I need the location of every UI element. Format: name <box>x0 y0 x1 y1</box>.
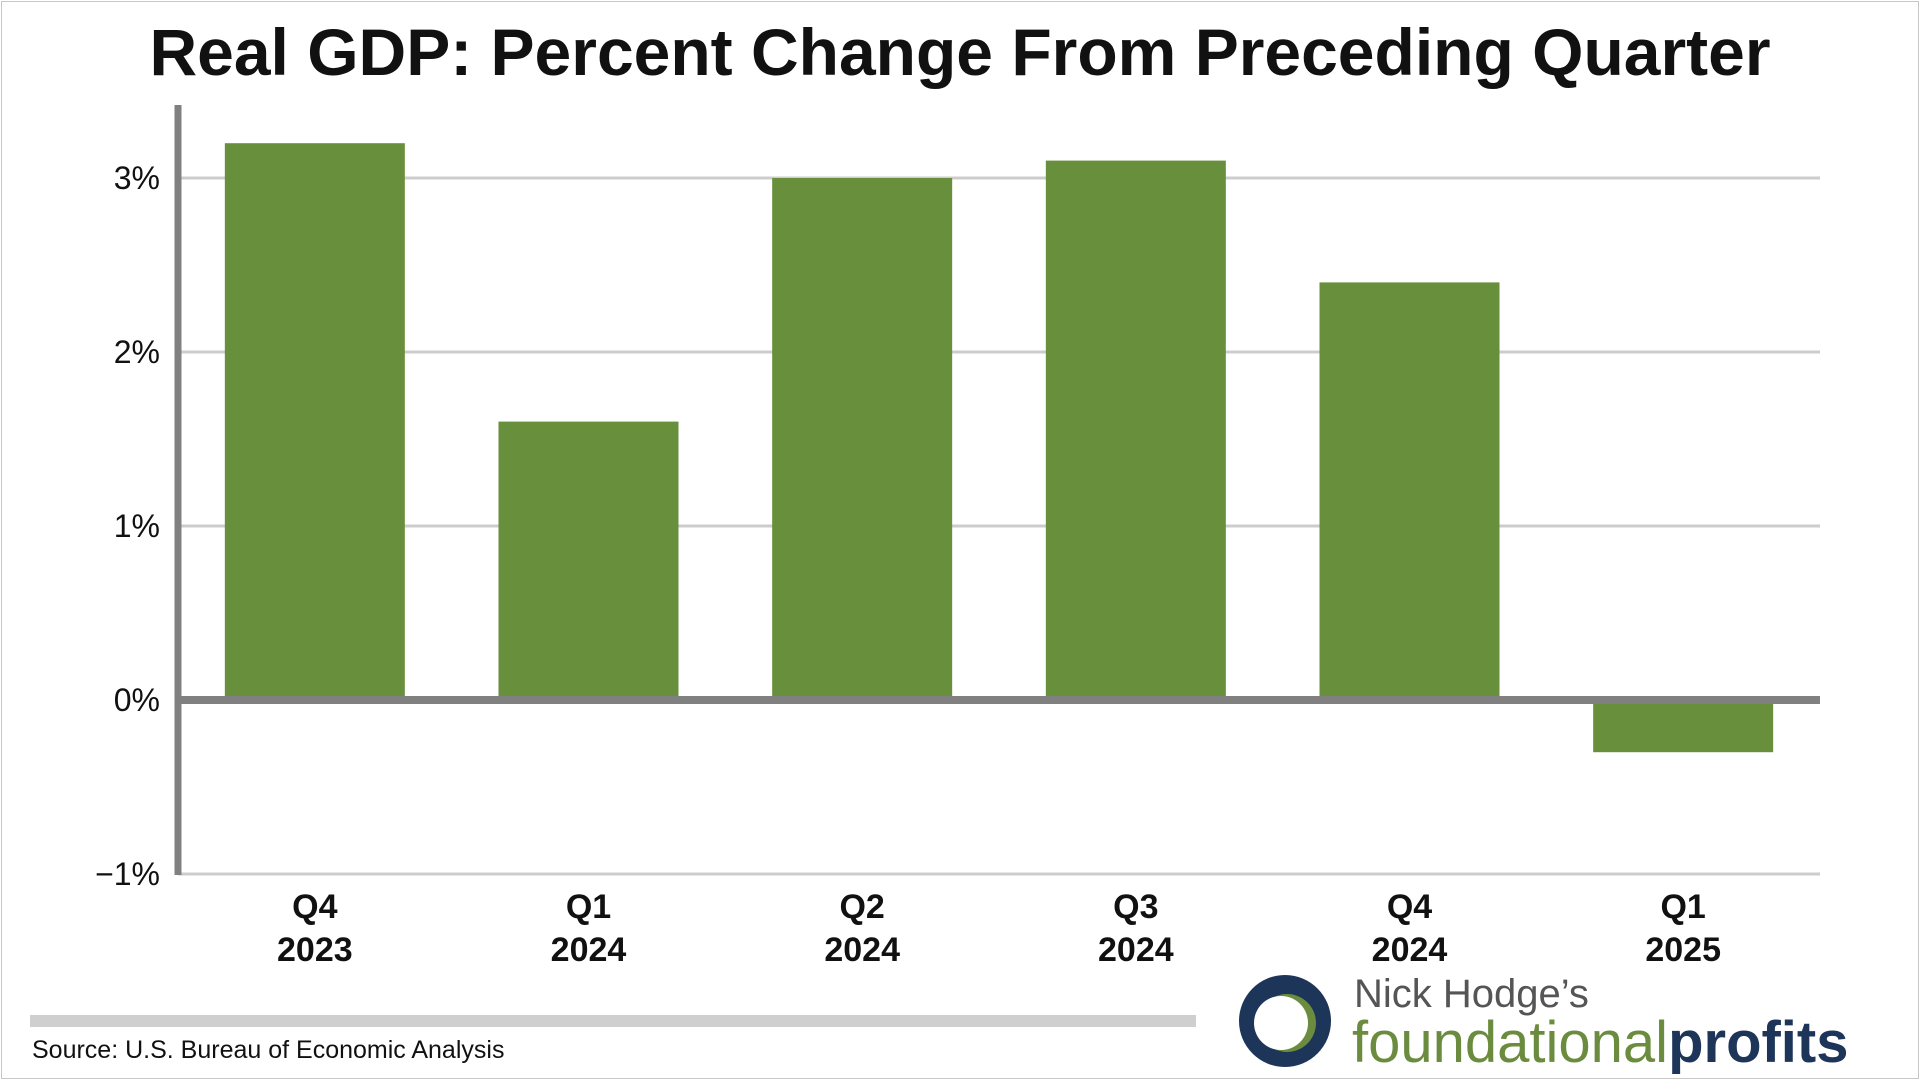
bar <box>772 178 953 696</box>
logo-wordmark: foundationalprofits <box>1352 1014 1849 1072</box>
crescent-logo-icon <box>1239 975 1331 1067</box>
logo-word-foundational: foundational <box>1352 1010 1669 1075</box>
x-tick-label-year: 2024 <box>1098 931 1174 969</box>
y-tick-label: 0% <box>114 682 160 718</box>
source-note: Source: U.S. Bureau of Economic Analysis <box>32 1036 505 1064</box>
bars <box>224 143 1774 753</box>
grid-lines <box>178 176 1820 876</box>
bar <box>1319 282 1500 696</box>
axes <box>174 105 1820 875</box>
x-tick-label-year: 2025 <box>1645 931 1721 969</box>
x-tick-label-year: 2024 <box>824 931 900 969</box>
x-tick-label-year: 2024 <box>551 931 627 969</box>
bar <box>224 143 405 696</box>
y-tick-label: −1% <box>95 856 160 892</box>
bar <box>1045 160 1226 697</box>
brand-logo: Nick Hodge’s foundationalprofits <box>1238 972 1888 1077</box>
x-tick-label-quarter: Q1 <box>1660 888 1705 926</box>
y-tick-labels: 3% 2% 1% 0% −1% <box>95 160 160 892</box>
y-tick-label: 1% <box>114 508 160 544</box>
x-tick-label-quarter: Q4 <box>292 888 337 926</box>
y-tick-label: 3% <box>114 160 160 196</box>
logo-word-profits: profits <box>1668 1010 1849 1075</box>
x-tick-label-quarter: Q3 <box>1113 888 1158 926</box>
y-tick-label: 2% <box>114 334 160 370</box>
x-tick-label-quarter: Q2 <box>839 888 884 926</box>
x-tick-label-year: 2024 <box>1372 931 1448 969</box>
footer-divider <box>30 1015 1196 1027</box>
logo-top-text: Nick Hodge’s <box>1354 972 1589 1016</box>
x-tick-label-quarter: Q1 <box>566 888 611 926</box>
x-tick-label-quarter: Q4 <box>1387 888 1432 926</box>
chart-title: Real GDP: Percent Change From Preceding … <box>149 15 1771 89</box>
bar <box>1593 704 1774 753</box>
x-tick-label-year: 2023 <box>277 931 353 969</box>
bar <box>498 421 679 696</box>
x-tick-labels: Q4 2023 Q1 2024 Q2 2024 Q3 2024 Q4 2024 Q1 2025 <box>277 888 1721 969</box>
